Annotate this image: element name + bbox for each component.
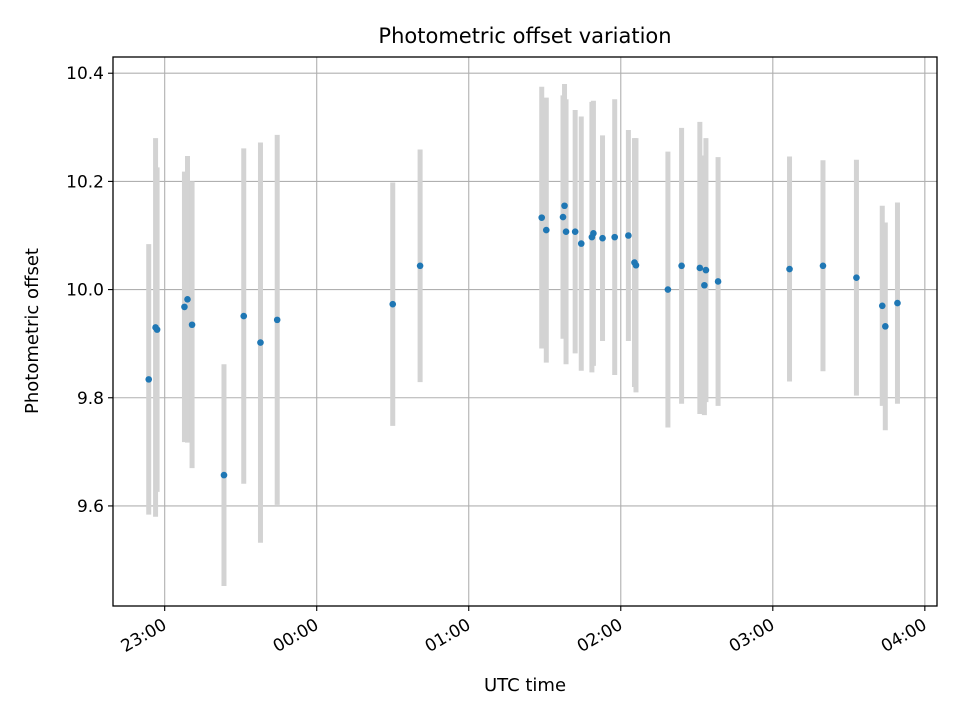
- plot-frame: [112, 56, 938, 607]
- data-point: [714, 278, 722, 285]
- data-point: [819, 262, 827, 270]
- data-point: [599, 234, 606, 242]
- y-axis-label: Photometric offset: [22, 248, 43, 414]
- data-point: [389, 300, 397, 308]
- data-point: [702, 266, 710, 274]
- data-point: [632, 261, 640, 269]
- data-point: [701, 281, 708, 289]
- data-point: [184, 296, 191, 303]
- data-point: [577, 240, 585, 247]
- data-point: [273, 316, 281, 324]
- data-point: [882, 323, 889, 330]
- data-point: [562, 228, 570, 236]
- y-tick-label: 9.8: [77, 389, 104, 409]
- data-point: [894, 299, 901, 307]
- data-point: [664, 286, 672, 293]
- y-tick-label: 10.0: [66, 281, 104, 301]
- data-point: [145, 376, 153, 383]
- data-point: [416, 262, 424, 270]
- data-point: [590, 230, 597, 237]
- data-point: [181, 303, 188, 311]
- data-point: [878, 302, 886, 310]
- chart-title: Photometric offset variation: [378, 24, 671, 48]
- grid: [113, 57, 937, 606]
- y-tick-label: 10.2: [66, 172, 104, 192]
- data-point: [538, 214, 546, 221]
- y-tick-label: 10.4: [66, 64, 104, 84]
- data-points: [145, 202, 901, 479]
- data-point: [786, 265, 793, 273]
- data-point: [153, 326, 161, 333]
- y-tick-label: 9.6: [77, 497, 104, 517]
- data-point: [220, 471, 228, 479]
- data-point: [188, 321, 196, 329]
- data-point: [559, 213, 567, 221]
- data-point: [240, 312, 248, 320]
- data-point: [571, 228, 579, 236]
- data-point: [611, 233, 618, 241]
- x-axis-label: UTC time: [484, 675, 566, 696]
- data-point: [853, 274, 860, 281]
- data-point: [561, 202, 568, 210]
- data-point: [696, 264, 704, 272]
- data-point: [625, 232, 632, 239]
- data-point: [542, 226, 550, 234]
- data-point: [678, 262, 685, 270]
- data-point: [257, 339, 264, 346]
